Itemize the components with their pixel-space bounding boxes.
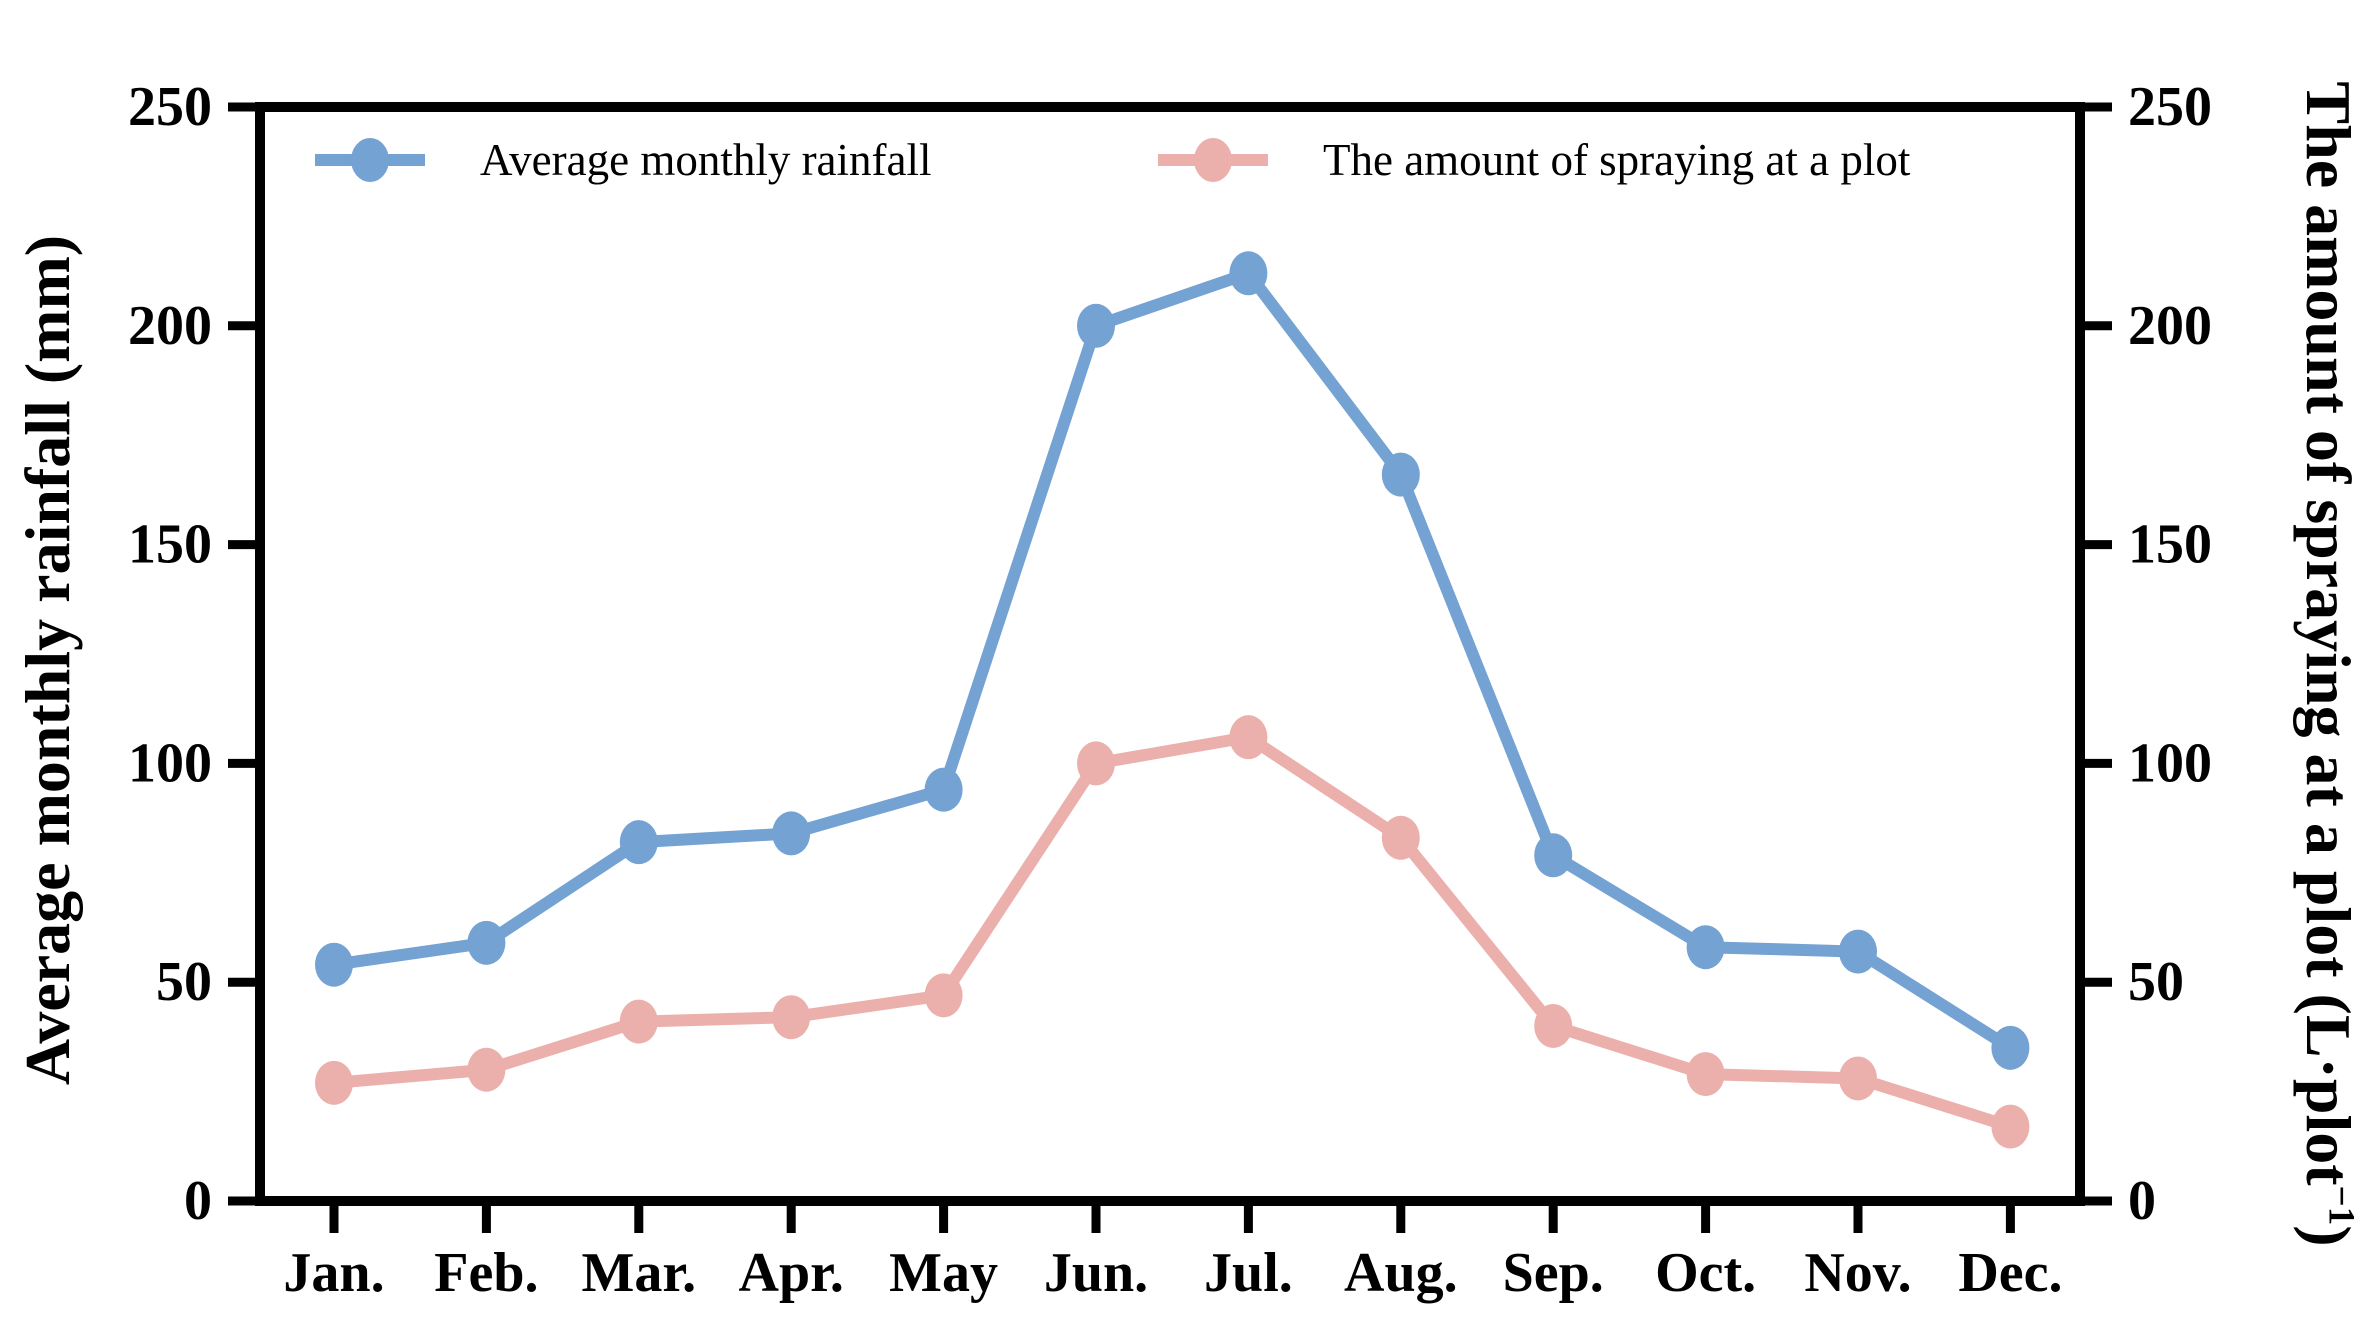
plot-frame <box>255 102 2085 1206</box>
left-axis-tick-label: 100 <box>128 732 212 794</box>
series-marker-1 <box>315 1060 353 1105</box>
x-axis-tick-label: Dec. <box>1958 1242 2062 1304</box>
series-marker-1 <box>1839 1056 1877 1101</box>
series-marker-0 <box>1229 251 1268 296</box>
right-axis-tick-label: 250 <box>2128 76 2212 138</box>
left-axis-tick-label: 50 <box>156 951 212 1013</box>
legend-dot-rainfall <box>351 138 389 182</box>
legend-item-rainfall: Average monthly rainfall <box>315 132 932 188</box>
series-line-0 <box>328 267 2017 1054</box>
left-axis-tick-label: 0 <box>184 1170 212 1232</box>
legend-label-spraying: The amount of spraying at a plot <box>1323 135 1911 185</box>
series-marker-1 <box>467 1047 506 1092</box>
x-axis-tick-label: Sep. <box>1503 1242 1604 1304</box>
x-axis-tick-label: Jan. <box>283 1242 384 1304</box>
series-marker-1 <box>772 995 811 1040</box>
series-marker-0 <box>1077 303 1115 348</box>
series-marker-1 <box>1991 1104 2030 1149</box>
right-axis-title-text: The amount of spraying at a plot (L·plot <box>2293 81 2364 1186</box>
right-axis-tick-label: 200 <box>2128 295 2212 357</box>
legend-item-spraying: The amount of spraying at a plot <box>1158 132 1910 188</box>
series-marker-1 <box>619 999 658 1044</box>
legend-dot-spraying <box>1194 138 1232 182</box>
series-marker-0 <box>619 820 658 865</box>
series-marker-0 <box>1381 452 1420 497</box>
legend-marker-rainfall-icon <box>315 138 425 182</box>
left-axis-tick-label: 200 <box>128 295 212 357</box>
series-marker-0 <box>1839 929 1877 974</box>
left-axis-title: Average monthly rainfall (mm) <box>12 234 83 1086</box>
left-axis-tick-label: 150 <box>128 514 212 576</box>
legend-label-rainfall: Average monthly rainfall <box>480 135 932 185</box>
right-axis-title-superscript: −1 <box>2320 1185 2362 1226</box>
right-axis-tick-label: 50 <box>2128 951 2184 1013</box>
series-marker-0 <box>467 920 506 965</box>
series-marker-0 <box>924 767 963 812</box>
x-axis-tick-label: Oct. <box>1655 1242 1756 1304</box>
series-marker-0 <box>1991 1025 2030 1070</box>
series-marker-1 <box>1381 815 1420 860</box>
series-marker-1 <box>924 973 963 1018</box>
x-axis-tick-label: Feb. <box>434 1242 538 1304</box>
x-axis-tick-label: Apr. <box>739 1242 844 1304</box>
series-marker-1 <box>1229 715 1268 760</box>
right-axis-tick-label: 150 <box>2128 514 2212 576</box>
series-marker-0 <box>1686 925 1725 970</box>
series-marker-1 <box>1534 1003 1573 1048</box>
legend-marker-spraying-icon <box>1158 138 1268 182</box>
series-marker-1 <box>1686 1052 1725 1097</box>
right-axis-title-close: ) <box>2293 1225 2364 1247</box>
left-axis-tick-label: 250 <box>128 76 212 138</box>
x-axis-tick-label: Jul. <box>1204 1242 1293 1304</box>
series-marker-0 <box>772 811 811 856</box>
right-axis-tick-label: 0 <box>2128 1170 2156 1232</box>
x-axis-tick-label: Jun. <box>1044 1242 1148 1304</box>
series-marker-0 <box>1534 833 1573 878</box>
series-marker-1 <box>1077 741 1115 786</box>
x-axis-tick-label: May <box>889 1242 998 1304</box>
x-axis-tick-label: Aug. <box>1344 1242 1458 1304</box>
right-axis-tick-label: 100 <box>2128 732 2212 794</box>
x-axis-tick-label: Mar. <box>582 1242 697 1304</box>
series-line-1 <box>328 731 2017 1133</box>
series-marker-0 <box>315 942 353 987</box>
x-axis-tick-label: Nov. <box>1804 1242 1911 1304</box>
right-axis-title: The amount of spraying at a plot (L·plot… <box>2291 81 2365 1246</box>
